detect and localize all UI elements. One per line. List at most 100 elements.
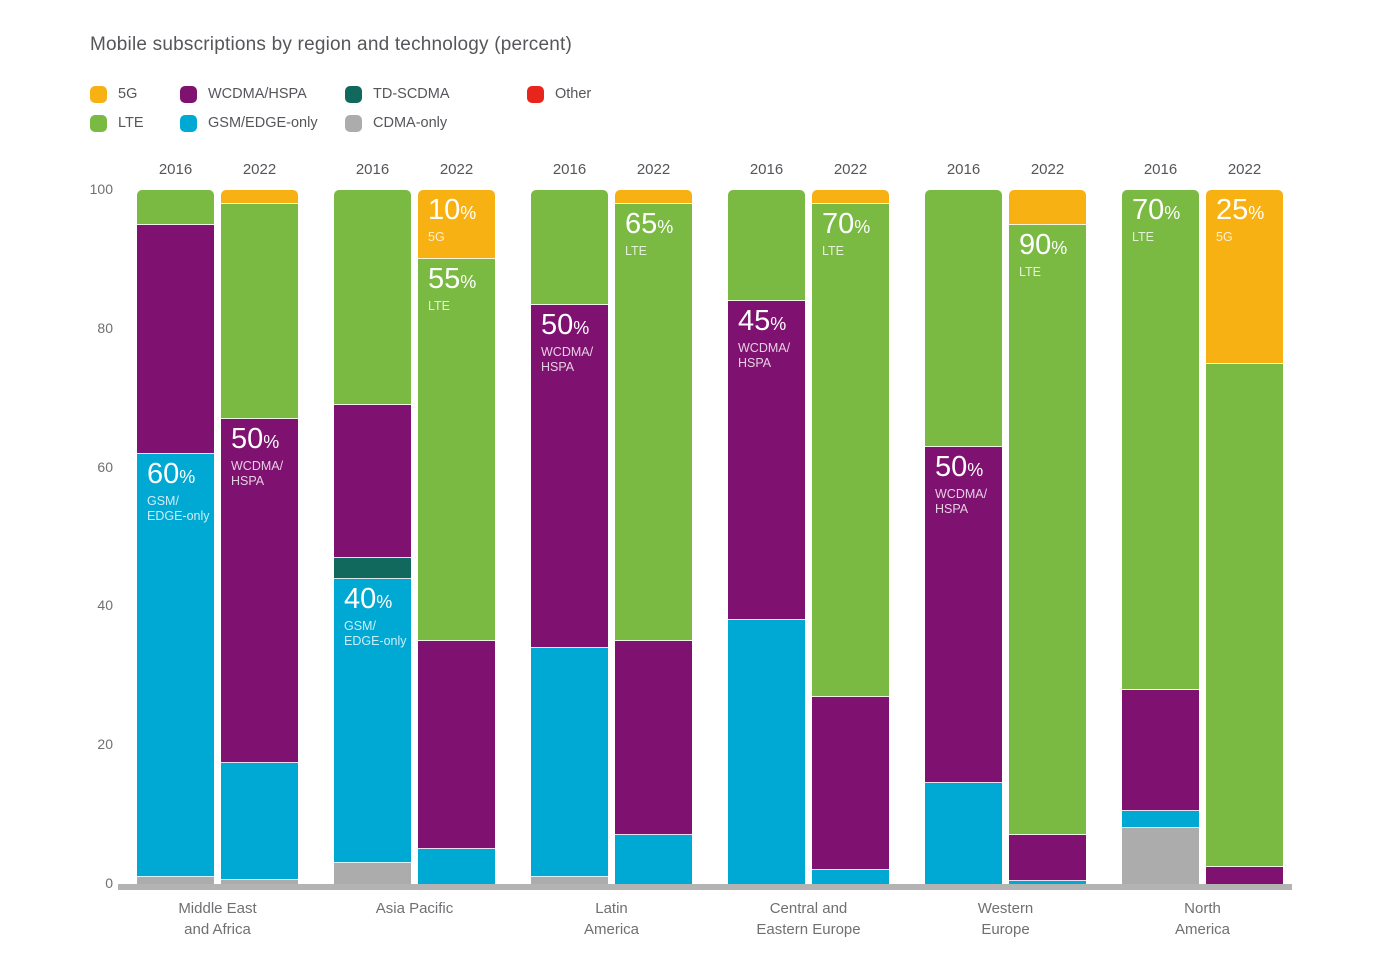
bar-segment-wcdma — [1122, 689, 1199, 812]
callout-tech-label: GSM/EDGE-only — [147, 493, 210, 523]
bar-2022: 65% LTE — [615, 190, 692, 884]
year-label: 2022 — [1030, 161, 1065, 178]
callout-tech-label: LTE — [428, 299, 450, 314]
legend-swatch-5g-icon — [90, 85, 107, 103]
y-axis-tick-label: 20 — [97, 736, 113, 753]
callout-value: 65% — [625, 207, 674, 240]
legend-label-cdma: CDMA-only — [373, 115, 448, 131]
bar-segment-wcdma — [1009, 835, 1086, 881]
callout-value: 10% — [428, 194, 477, 226]
year-label: 2022 — [636, 161, 671, 178]
legend-item-gsm: GSM/EDGE-only — [180, 114, 318, 132]
legend-swatch-cdma-icon — [345, 114, 362, 132]
bar-segment-cdma — [137, 877, 214, 884]
bar-2016: 50% WCDMA/HSPA — [531, 190, 608, 884]
bar-segment-5g — [1009, 190, 1086, 225]
callout-tech-label: WCDMA/HSPA — [541, 344, 594, 374]
bar-segment-lte: 90% LTE — [1009, 224, 1086, 836]
callout-percent-sign: % — [657, 216, 674, 237]
bar-2022: 70% LTE — [812, 190, 889, 884]
legend-label-gsm: GSM/EDGE-only — [208, 115, 318, 131]
bar-2016: 70% LTE — [1122, 190, 1199, 884]
callout-tech-label: 5G — [428, 230, 445, 244]
region-label: Central and Eastern Europe — [756, 900, 861, 938]
legend-item-5g: 5G — [90, 85, 137, 103]
bar-2022: 25% 5G — [1206, 190, 1283, 884]
callout-value: 60% — [147, 457, 196, 490]
segment-callout: 60% GSM/EDGE-only — [147, 459, 210, 524]
callout-value: 25% — [1216, 194, 1265, 226]
segment-callout: 65% LTE — [625, 209, 673, 259]
callout-percent-sign: % — [460, 272, 477, 293]
callout-value: 50% — [541, 308, 590, 341]
bar-segment-lte — [334, 190, 411, 406]
legend-label-tdscdma: TD-SCDMA — [373, 86, 450, 102]
bar-segment-5g: 10% 5G — [418, 190, 495, 260]
year-label: 2022 — [1227, 161, 1262, 178]
segment-callout: 50% WCDMA/HSPA — [935, 452, 987, 517]
bar-segment-gsm — [615, 835, 692, 884]
callout-percent-sign: % — [1164, 203, 1181, 223]
legend-swatch-gsm-icon — [180, 114, 197, 132]
legend-label-wcdma: WCDMA/HSPA — [208, 86, 307, 102]
year-label: 2022 — [439, 161, 474, 178]
bar-segment-cdma — [531, 877, 608, 884]
legend-swatch-other-icon — [527, 85, 544, 103]
callout-tech-label: LTE — [822, 243, 844, 258]
bar-segment-lte — [1206, 363, 1283, 867]
legend-item-wcdma: WCDMA/HSPA — [180, 85, 307, 103]
bar-segment-wcdma: 45% WCDMA/HSPA — [728, 301, 805, 621]
bar-segment-lte — [531, 190, 608, 305]
bar-segment-gsm — [812, 870, 889, 884]
bar-segment-gsm — [221, 762, 298, 881]
y-axis-tick-label: 100 — [89, 181, 113, 197]
bar-2022: 10% 5G 55% LTE — [418, 190, 495, 884]
bar-segment-lte: 65% LTE — [615, 203, 692, 642]
callout-percent-sign: % — [1248, 203, 1265, 223]
callout-tech-label: WCDMA/HSPA — [231, 459, 284, 488]
bar-segment-cdma — [1122, 828, 1199, 884]
bar-segment-gsm: 60% GSM/EDGE-only — [137, 453, 214, 878]
callout-percent-sign: % — [1051, 237, 1068, 258]
bar-segment-5g: 25% 5G — [1206, 190, 1283, 364]
bar-segment-wcdma: 50% WCDMA/HSPA — [221, 419, 298, 763]
bar-segment-wcdma: 50% WCDMA/HSPA — [531, 304, 608, 649]
segment-callout: 50% WCDMA/HSPA — [541, 310, 593, 375]
year-label: 2016 — [946, 161, 981, 178]
bar-segment-gsm — [418, 849, 495, 884]
callout-tech-label: WCDMA/HSPA — [935, 486, 988, 516]
callout-value: 45% — [738, 305, 787, 338]
bar-segment-lte: 70% LTE — [812, 203, 889, 697]
x-axis-baseline — [118, 884, 1292, 890]
callout-value: 70% — [822, 207, 871, 240]
legend-label-5g: 5G — [118, 86, 138, 102]
segment-callout: 45% WCDMA/HSPA — [738, 306, 790, 371]
bar-segment-5g — [221, 190, 298, 204]
bar-segment-lte — [728, 190, 805, 302]
year-label: 2016 — [355, 161, 390, 178]
callout-percent-sign: % — [854, 216, 871, 237]
callout-value: 90% — [1019, 228, 1068, 261]
legend-item-cdma: CDMA-only — [345, 114, 447, 132]
legend-label-other: Other — [555, 86, 592, 102]
y-axis-tick-label: 60 — [97, 458, 113, 475]
bar-segment-wcdma — [418, 641, 495, 850]
callout-percent-sign: % — [263, 432, 280, 452]
y-axis-tick-label: 40 — [97, 597, 113, 614]
bar-segment-lte — [925, 190, 1002, 447]
bar-segment-cdma — [334, 863, 411, 884]
bar-segment-gsm — [1122, 811, 1199, 829]
bar-segment-lte — [221, 203, 298, 419]
legend-item-tdscdma: TD-SCDMA — [345, 85, 450, 103]
segment-callout: 70% LTE — [1132, 195, 1180, 245]
legend-item-other: Other — [527, 85, 591, 103]
bar-segment-5g — [615, 190, 692, 204]
callout-tech-label: LTE — [625, 243, 647, 258]
year-label: 2016 — [1143, 161, 1178, 178]
bar-segment-lte: 55% LTE — [418, 259, 495, 642]
segment-callout: 10% 5G — [428, 195, 476, 245]
year-label: 2022 — [833, 161, 868, 178]
bar-segment-gsm — [531, 648, 608, 878]
bar-segment-cdma — [221, 880, 298, 884]
year-label: 2022 — [242, 161, 277, 178]
